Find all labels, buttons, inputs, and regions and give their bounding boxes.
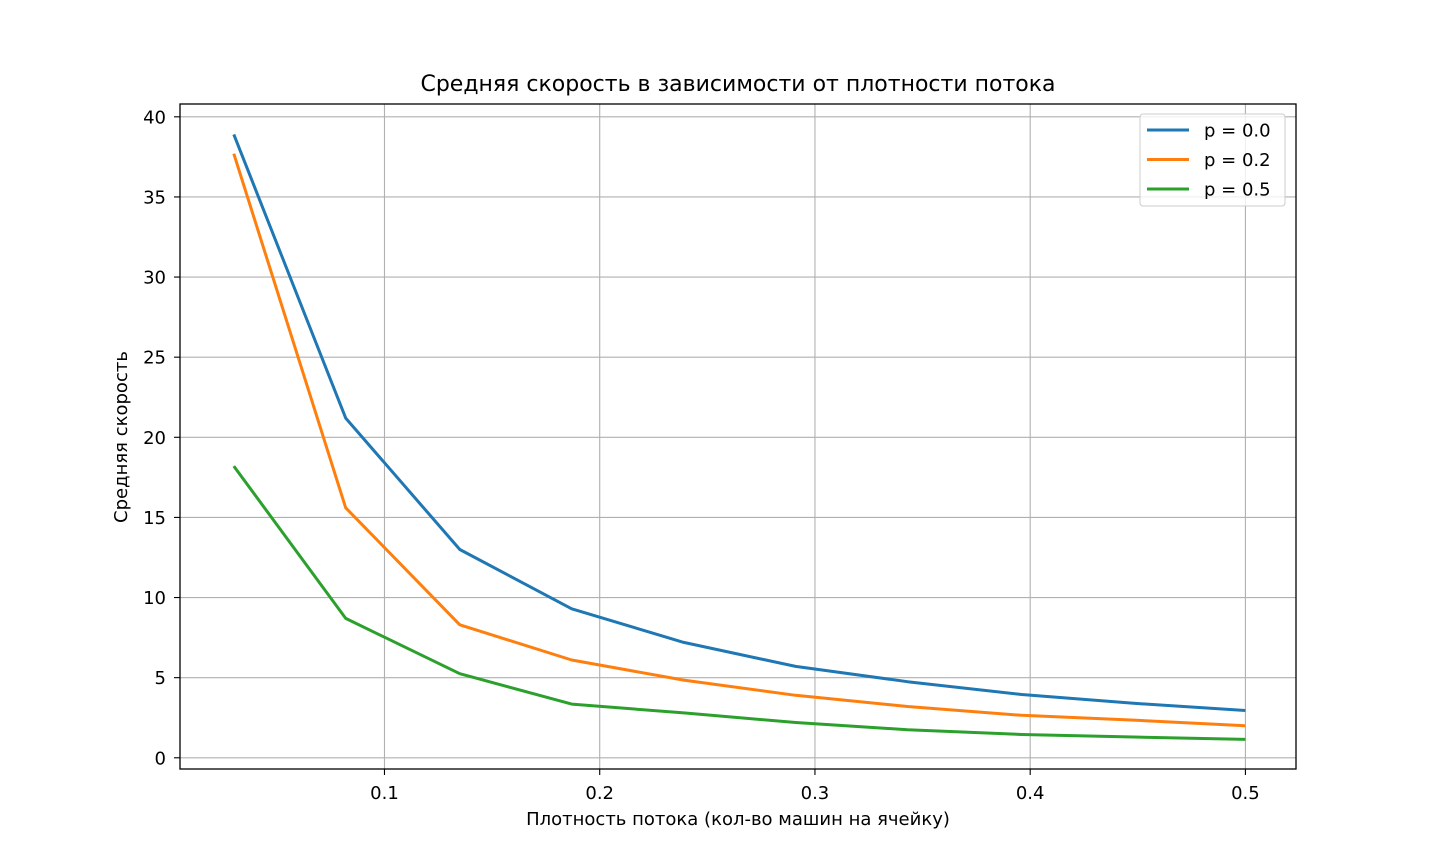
x-axis-ticks: 0.1 0.2 0.3 0.4 0.5 [370, 769, 1260, 804]
x-tick-label: 0.4 [1016, 783, 1045, 804]
series-line-2 [232, 153, 1246, 728]
legend: p = 0.0 p = 0.2 p = 0.5 [1139, 113, 1286, 207]
series-line-3 [232, 465, 1246, 741]
y-tick-label: 15 [143, 508, 166, 529]
x-tick-label: 0.2 [585, 783, 614, 804]
y-tick-label: 35 [143, 187, 166, 208]
plot-frame [179, 103, 1297, 770]
chart-title: Средняя скорость в зависимости от плотно… [420, 72, 1055, 97]
plot-lines [232, 133, 1246, 741]
legend-box [1139, 113, 1286, 207]
y-tick-label: 20 [143, 428, 166, 449]
x-axis-label: Плотность потока (кол-во машин на ячейку… [526, 809, 950, 830]
x-tick-label: 0.5 [1231, 783, 1260, 804]
series-line-1 [232, 133, 1246, 712]
x-tick-label: 0.1 [370, 783, 399, 804]
y-tick-label: 30 [143, 268, 166, 289]
y-tick-label: 40 [143, 107, 166, 128]
y-tick-label: 25 [143, 348, 166, 369]
y-tick-label: 5 [155, 668, 166, 689]
y-axis-ticks: 0 5 10 15 20 25 30 35 40 [143, 107, 180, 769]
legend-label: p = 0.2 [1204, 150, 1271, 171]
y-axis-label: Средняя скорость [111, 351, 132, 523]
legend-label: p = 0.5 [1204, 180, 1271, 201]
y-tick-label: 0 [155, 748, 166, 769]
x-tick-label: 0.3 [801, 783, 830, 804]
y-tick-label: 10 [143, 588, 166, 609]
legend-label: p = 0.0 [1204, 121, 1271, 142]
grid-lines [180, 104, 1296, 769]
